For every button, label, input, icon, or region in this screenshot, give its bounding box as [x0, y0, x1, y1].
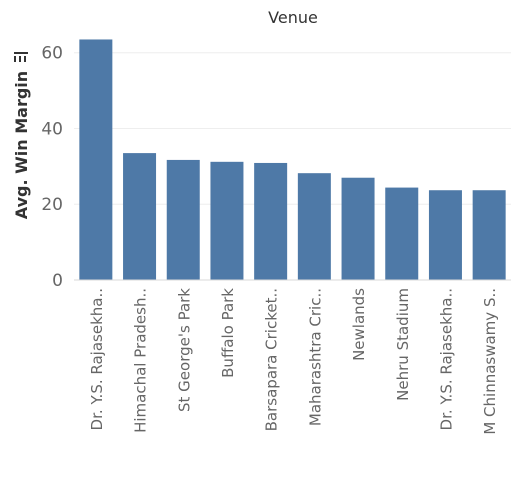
x-tick-label: Maharashtra Cric..	[306, 288, 324, 426]
bar[interactable]	[472, 190, 506, 280]
bar[interactable]	[123, 153, 157, 280]
bar[interactable]	[428, 190, 462, 280]
y-axis-title-group: Avg. Win Margin	[12, 52, 31, 219]
x-axis-labels: Dr. Y.S. Rajasekha.. Himachal Pradesh.. St…	[88, 288, 499, 435]
x-tick-label: Himachal Pradesh..	[132, 288, 150, 433]
bar[interactable]	[166, 159, 200, 280]
bar[interactable]	[210, 161, 244, 280]
bar[interactable]	[297, 173, 331, 280]
y-tick-label: 20	[41, 195, 63, 215]
chart-title: Venue	[268, 8, 318, 27]
x-tick-label: M Chinnaswamy S..	[481, 288, 499, 435]
x-tick-label: Dr. Y.S. Rajasekha..	[437, 288, 455, 430]
y-tick-label: 40	[41, 119, 63, 139]
x-tick-label: Dr. Y.S. Rajasekha..	[88, 288, 106, 430]
y-axis-title: Avg. Win Margin	[12, 71, 31, 219]
x-tick-label: Nehru Stadium	[394, 288, 412, 401]
x-tick-label: Barsapara Cricket..	[263, 288, 281, 431]
y-tick-label: 60	[41, 44, 63, 64]
bar[interactable]	[254, 162, 288, 280]
bar[interactable]	[341, 177, 375, 280]
bar[interactable]	[385, 187, 419, 280]
sort-icon[interactable]	[14, 52, 28, 62]
bar[interactable]	[79, 39, 113, 280]
y-tick-label: 0	[52, 271, 63, 291]
x-tick-label: Buffalo Park	[219, 288, 237, 378]
y-axis-ticks: 0 20 40 60	[41, 44, 63, 291]
bars	[79, 39, 506, 280]
x-tick-label: St George's Park	[175, 288, 193, 412]
x-tick-label: Newlands	[350, 288, 368, 361]
